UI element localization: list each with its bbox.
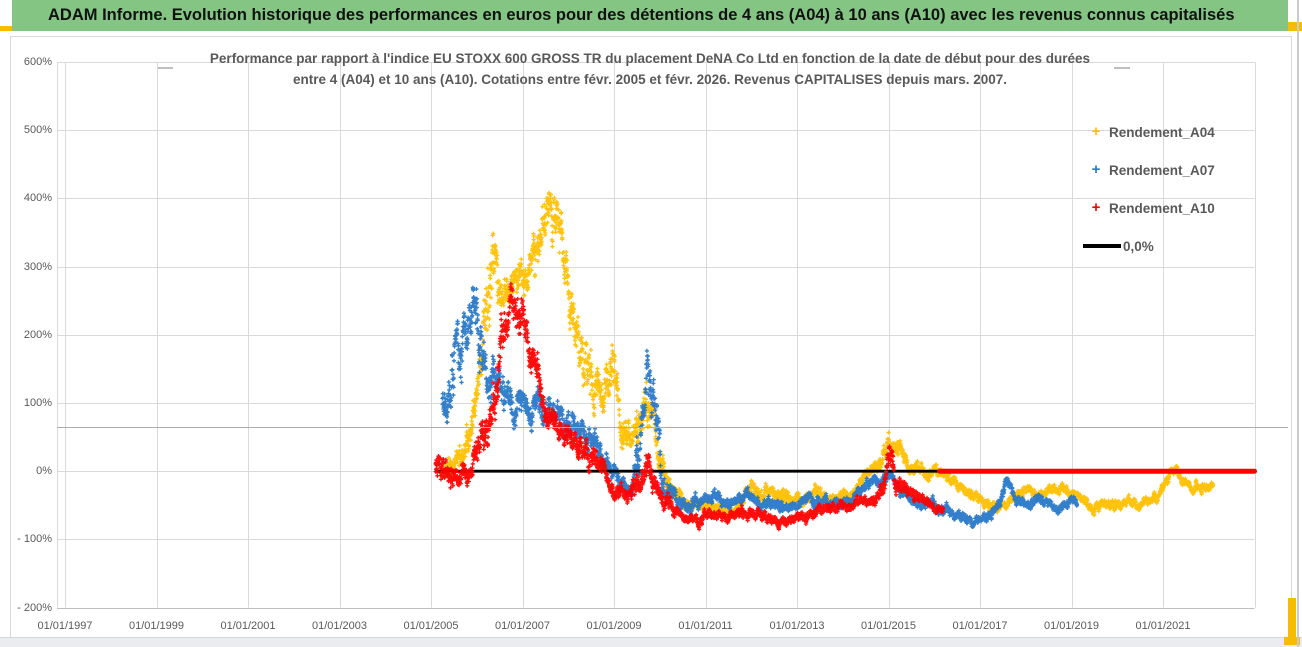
- line-marker-icon: [1083, 244, 1121, 248]
- x-axis-tick-label: 01/01/2017: [952, 620, 1008, 632]
- accent-bar-bottom-right: [1288, 598, 1296, 645]
- x-axis-tick-label: 01/01/2015: [860, 620, 917, 632]
- legend-label: Rendement_A10: [1109, 200, 1215, 216]
- legend-label: 0,0%: [1123, 238, 1154, 254]
- horizontal-rule-line: [57, 427, 1288, 428]
- x-axis-tick-label: 01/01/2005: [403, 620, 459, 632]
- legend-item-rendement-a04[interactable]: + Rendement_A04: [1083, 122, 1215, 142]
- chart-title: Performance par rapport à l'indice EU ST…: [120, 48, 1180, 90]
- x-axis-tick-label: 01/01/2003: [311, 620, 368, 632]
- window-right-edge: [1297, 0, 1299, 647]
- y-axis-tick-label: 200%: [23, 328, 52, 341]
- y-axis-tick-label: 0%: [36, 465, 52, 478]
- x-axis-tick-label: 01/01/1999: [128, 620, 185, 632]
- plus-marker-icon: +: [1091, 123, 1101, 140]
- y-axis-tick-label: 500%: [23, 124, 52, 137]
- accent-corner-bottom-right: [1284, 637, 1300, 645]
- legend-item-rendement-a10[interactable]: + Rendement_A10: [1083, 198, 1215, 218]
- horizontal-scrollbar[interactable]: [0, 637, 1302, 647]
- y-axis-tick-label: - 100%: [17, 533, 52, 546]
- legend-item-rendement-a07[interactable]: + Rendement_A07: [1083, 160, 1215, 180]
- y-axis-tick-label: 100%: [23, 397, 52, 409]
- x-axis-tick-label: 01/01/2013: [769, 620, 825, 632]
- y-axis-tick-label: - 200%: [17, 601, 52, 614]
- y-axis-tick-label: 300%: [23, 260, 52, 273]
- plus-marker-icon: +: [1091, 199, 1101, 216]
- x-axis-tick-label: 01/01/2009: [586, 620, 642, 632]
- x-axis-tick-label: 01/01/1997: [37, 620, 93, 632]
- plus-marker-icon: +: [1091, 161, 1101, 178]
- x-axis-tick-label: 01/01/2019: [1043, 620, 1100, 632]
- chart-title-line1: Performance par rapport à l'indice EU ST…: [209, 51, 1091, 66]
- y-axis-tick-label: 600%: [23, 56, 52, 68]
- x-axis-tick-label: 01/01/2001: [220, 620, 276, 632]
- x-axis-tick-label: 01/01/2011: [678, 620, 733, 632]
- title-left-dash: [158, 67, 173, 69]
- title-right-dash: [1114, 67, 1130, 69]
- legend-item-0-0-[interactable]: 0,0%: [1083, 236, 1154, 256]
- legend-label: Rendement_A04: [1109, 124, 1215, 140]
- y-axis-tick-label: 400%: [23, 192, 52, 205]
- x-axis-tick-label: 01/01/2007: [494, 620, 551, 632]
- chart-title-line2: entre 4 (A04) et 10 ans (A10). Cotations…: [292, 72, 1008, 87]
- x-axis-tick-label: 01/01/2021: [1135, 620, 1191, 632]
- legend-label: Rendement_A07: [1109, 162, 1215, 178]
